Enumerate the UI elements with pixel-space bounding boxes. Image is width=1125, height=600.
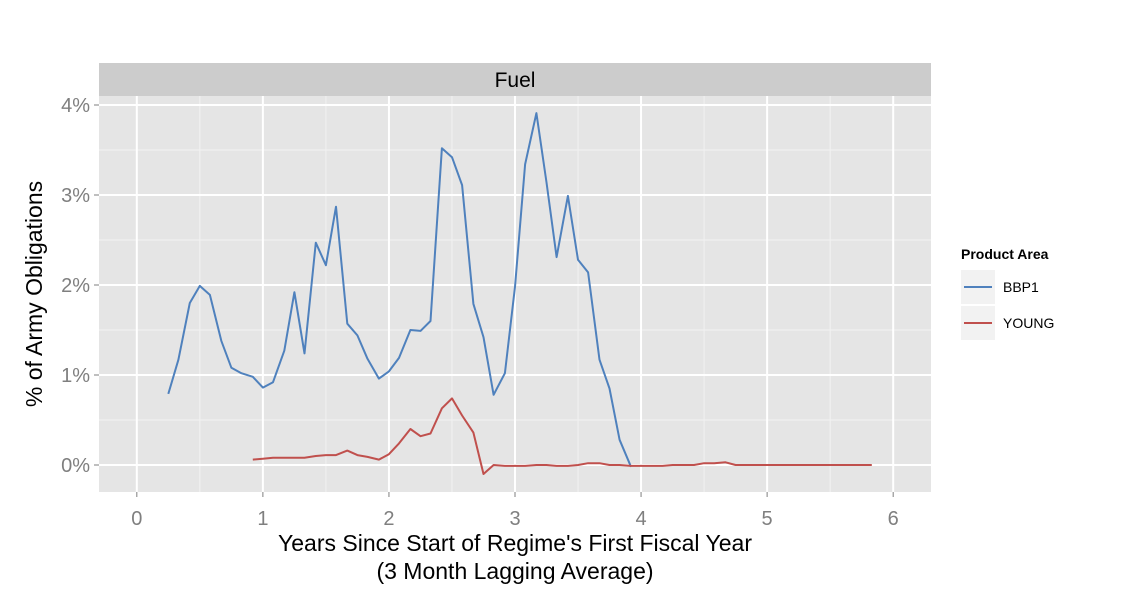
x-tick-label: 3 [509, 508, 520, 530]
y-tick-label: 2% [61, 275, 90, 297]
x-tick-label: 6 [888, 508, 899, 530]
x-tick-label: 2 [383, 508, 394, 530]
x-axis-subtitle: (3 Month Lagging Average) [376, 558, 653, 584]
series-line-young [252, 397, 872, 475]
y-axis: 0% 1% 2% 3% 4% [61, 95, 99, 477]
x-tick-label: 4 [635, 508, 646, 530]
legend-label-bbp1: BBP1 [1003, 279, 1039, 295]
y-axis-title: % of Army Obligations [21, 181, 47, 407]
legend-title: Product Area [961, 246, 1049, 262]
series-layer [167, 112, 872, 475]
y-tick-label: 3% [61, 185, 90, 207]
y-tick-label: 1% [61, 365, 90, 387]
x-tick-label: 1 [257, 508, 268, 530]
series-line-bbp1 [167, 112, 632, 468]
x-tick-label: 0 [131, 508, 142, 530]
x-tick-label: 5 [762, 508, 773, 530]
legend: Product Area BBP1 YOUNG [961, 246, 1054, 340]
x-axis-title: Years Since Start of Regime's First Fisc… [278, 530, 752, 556]
y-tick-label: 0% [61, 455, 90, 477]
x-axis: 0 1 2 3 4 5 6 [131, 492, 899, 530]
facet-label: Fuel [495, 69, 536, 92]
gridlines [99, 96, 931, 492]
facet-strip [99, 63, 931, 96]
y-tick-label: 4% [61, 95, 90, 117]
legend-label-young: YOUNG [1003, 315, 1054, 331]
